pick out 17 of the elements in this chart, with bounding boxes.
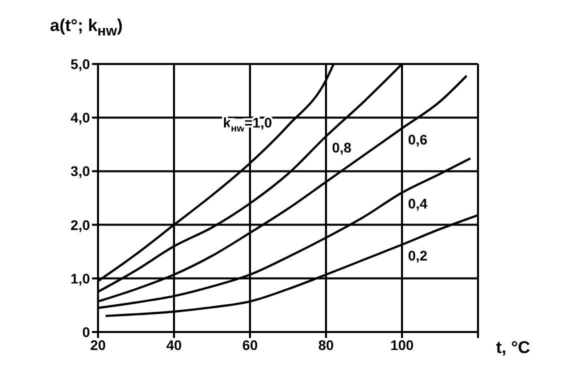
series-label: 0,2 [408, 247, 428, 264]
x-axis-title: t, °C [496, 338, 530, 358]
y-tick-label: 4,0 [70, 110, 90, 126]
series-label: 0,8 [332, 139, 352, 156]
y-axis-title: a(t°; k$_{нw}$) [50, 16, 123, 40]
x-tick-label: 100 [390, 336, 414, 353]
y-tick-label: 1,0 [70, 270, 90, 286]
series-label: 0,4 [408, 195, 428, 212]
x-tick-label: 40 [166, 336, 182, 353]
y-tick-label: 2,0 [70, 216, 90, 233]
y-tick-label: 5,0 [70, 56, 90, 72]
x-tick-label: 80 [318, 336, 334, 353]
series-label: 0,6 [408, 131, 428, 148]
y-tick-label: 3,0 [70, 163, 90, 180]
y-tick-label: 0 [82, 324, 90, 340]
x-tick-label: 60 [242, 336, 258, 353]
x-tick-label: 20 [90, 336, 106, 353]
